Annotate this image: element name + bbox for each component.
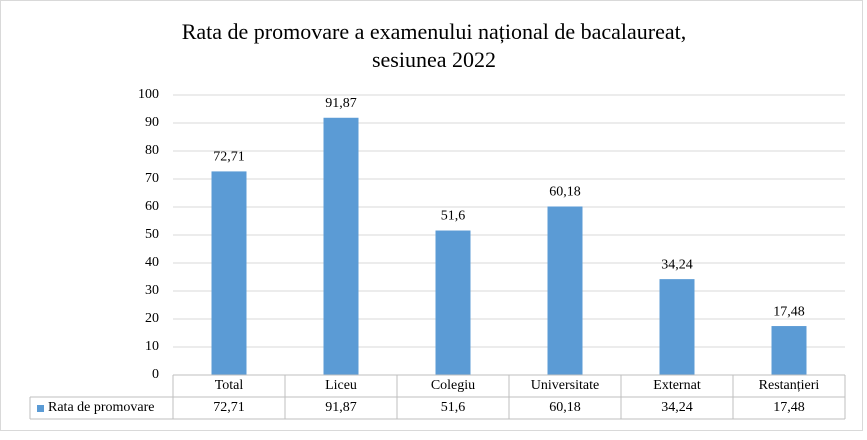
y-tick-label: 60: [145, 199, 159, 214]
x-tick-label: Externat: [653, 378, 701, 393]
table-value: 51,6: [441, 400, 466, 415]
y-tick-label: 80: [145, 143, 159, 158]
table-value: 17,48: [773, 400, 805, 415]
bar: [211, 171, 247, 375]
legend-key: [37, 405, 44, 412]
x-tick-label: Colegiu: [431, 378, 475, 393]
bar: [771, 326, 807, 375]
y-tick-label: 100: [138, 87, 159, 102]
data-label: 17,48: [773, 304, 805, 319]
table-value: 72,71: [213, 400, 245, 415]
data-label: 91,87: [325, 96, 357, 111]
table-value: 91,87: [325, 400, 357, 415]
y-tick-label: 10: [145, 339, 159, 354]
x-tick-label: Restanțieri: [759, 378, 820, 393]
y-tick-label: 70: [145, 171, 159, 186]
y-tick-label: 20: [145, 311, 159, 326]
data-label: 60,18: [549, 185, 581, 200]
y-tick-label: 40: [145, 255, 159, 270]
y-tick-label: 30: [145, 283, 159, 298]
data-label: 51,6: [441, 209, 466, 224]
bar: [323, 117, 359, 375]
y-tick-label: 90: [145, 115, 159, 130]
table-value: 60,18: [549, 400, 581, 415]
chart-frame: [0, 0, 863, 431]
chart-title: sesiunea 2022: [372, 47, 496, 72]
y-tick-label: 0: [152, 367, 159, 382]
bar: [659, 279, 695, 375]
data-label: 34,24: [661, 257, 693, 272]
x-tick-label: Total: [215, 378, 244, 393]
x-tick-label: Liceu: [325, 378, 357, 393]
chart-title: Rata de promovare a examenului național …: [182, 19, 687, 44]
bar: [435, 230, 471, 375]
y-tick-label: 50: [145, 227, 159, 242]
legend-label: Rata de promovare: [48, 400, 155, 415]
table-value: 34,24: [661, 400, 693, 415]
data-label: 72,71: [213, 150, 245, 165]
bar: [547, 206, 583, 375]
x-tick-label: Universitate: [531, 378, 599, 393]
